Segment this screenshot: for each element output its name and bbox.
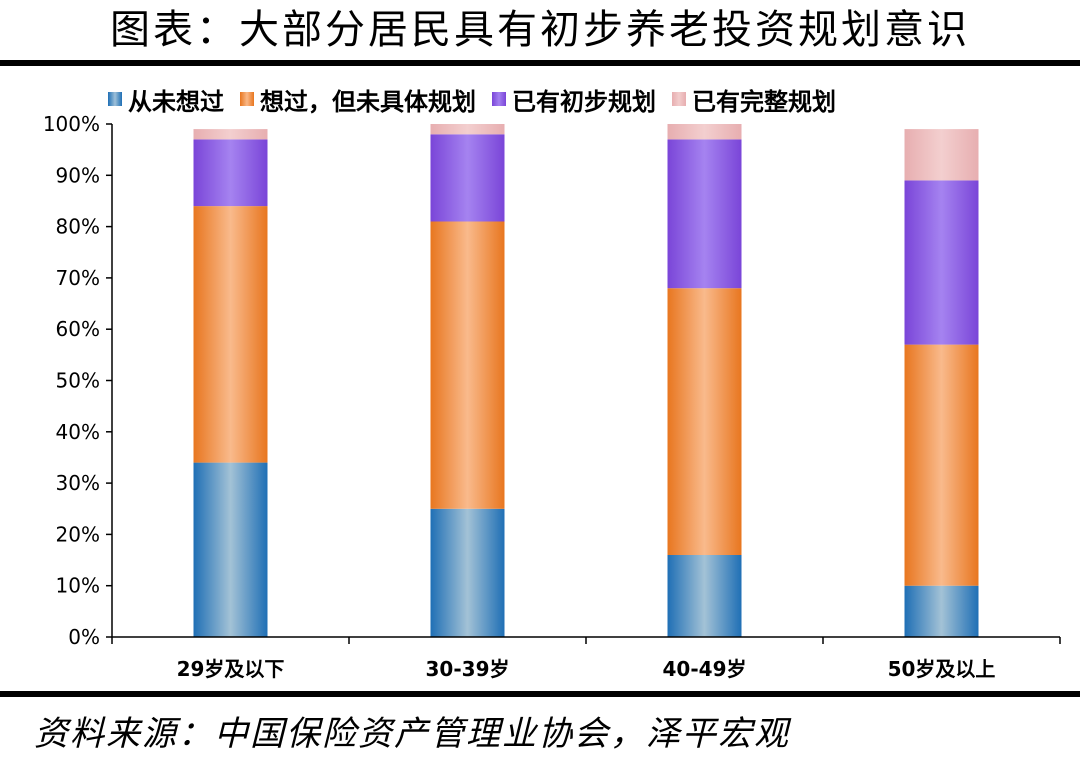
bar-segment-thought — [193, 206, 268, 463]
legend-item-initial: 已有初步规划 — [492, 82, 656, 117]
legend-item-complete: 已有完整规划 — [672, 82, 836, 117]
x-tick-label: 30-39岁 — [426, 657, 510, 681]
chart-title: 图表：大部分居民具有初步养老投资规划意识 — [110, 7, 970, 53]
y-tick-label: 80% — [56, 215, 100, 239]
y-tick-label: 50% — [56, 369, 100, 393]
x-tick-label: 50岁及以上 — [888, 657, 996, 681]
bar-segment-never — [193, 462, 268, 637]
bar-segment-initial — [193, 139, 268, 207]
bar-segment-never — [430, 508, 505, 638]
legend-label: 想过，但未具体规划 — [260, 87, 476, 116]
legend-swatch-initial — [492, 92, 506, 106]
y-tick-label: 90% — [56, 163, 100, 187]
bar-segment-never — [667, 554, 742, 637]
legend-swatch-thought — [240, 92, 254, 106]
y-tick-label: 20% — [56, 522, 100, 546]
bar-segment-initial — [430, 134, 505, 222]
title-rule — [0, 60, 1080, 66]
legend-label: 已有初步规划 — [512, 87, 656, 116]
source-note: 资料来源：中国保险资产管理业协会，泽平宏观 — [34, 714, 790, 754]
x-tick-label: 40-49岁 — [663, 657, 747, 681]
bar-segment-thought — [430, 221, 505, 509]
bar-segment-initial — [904, 180, 979, 345]
y-tick-label: 60% — [56, 317, 100, 341]
y-tick-label: 70% — [56, 266, 100, 290]
bar-segment-thought — [667, 288, 742, 555]
legend: 从未想过 想过，但未具体规划 已有初步规划 已有完整规划 — [108, 82, 852, 117]
legend-label: 已有完整规划 — [692, 87, 836, 116]
legend-swatch-never — [108, 92, 122, 106]
legend-label: 从未想过 — [128, 87, 224, 116]
bar-segment-complete — [193, 129, 268, 140]
y-tick-label: 100% — [43, 112, 100, 136]
y-tick-label: 10% — [56, 574, 100, 598]
axes: 29岁及以下 30-39岁 40-49岁 50岁及以上 0% 10% 20% 30% 40% 50… — [43, 112, 1061, 681]
bar-segment-complete — [667, 124, 742, 140]
bar-segment-initial — [667, 139, 742, 289]
y-tick-label: 0% — [68, 625, 100, 649]
legend-swatch-complete — [672, 92, 686, 106]
bar-segment-thought — [904, 344, 979, 586]
bar-segment-complete — [904, 129, 979, 181]
x-tick-label: 29岁及以下 — [177, 657, 285, 681]
y-tick-label: 40% — [56, 420, 100, 444]
legend-item-thought: 想过，但未具体规划 — [240, 82, 476, 117]
bar-segment-never — [904, 585, 979, 637]
legend-item-never: 从未想过 — [108, 82, 224, 117]
y-tick-label: 30% — [56, 471, 100, 495]
footer-rule — [0, 691, 1080, 697]
bar-segment-complete — [430, 124, 505, 135]
bar-group — [193, 124, 979, 638]
